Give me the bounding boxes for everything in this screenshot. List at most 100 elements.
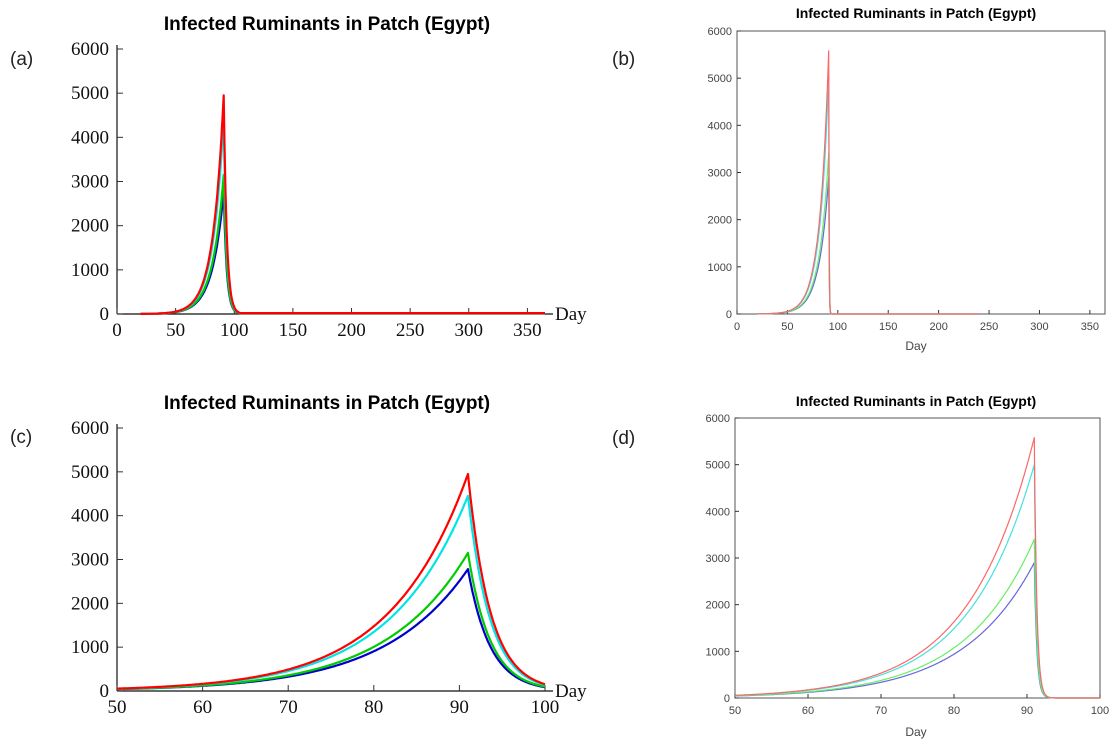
chart-a-series-line [139,116,546,315]
chart-c-series [116,472,546,691]
chart-a-xtick-label: 50 [166,320,185,341]
chart-b-ytick-label: 6000 [708,26,732,38]
chart-a-ytick-label: 5000 [71,83,109,104]
chart-b-ytick-label: 5000 [708,73,732,85]
chart-d-frame [734,417,1101,699]
chart-c-ytick-label: 2000 [71,593,109,614]
chart-a-xtick-label: 100 [220,320,249,341]
chart-b-xtick-label: 100 [829,321,847,333]
chart-c-axes [116,424,553,692]
chart-b-xtick-label: 150 [879,321,897,333]
chart-b-xlabel: Day [905,339,926,353]
chart-d-ytick-label: 2000 [706,600,730,612]
chart-c-series-line [116,472,546,690]
chart-a-panel-label: (a) [10,49,33,70]
chart-d-series-line [735,538,1100,699]
chart-a: Infected Ruminants in Patch (Egypt) (a) … [10,14,587,341]
chart-c-title: Infected Ruminants in Patch (Egypt) [164,393,490,414]
chart-b-ytick-label: 0 [726,309,732,321]
chart-a-xlabel: Day [555,304,587,325]
chart-a-ytick-label: 4000 [71,127,109,148]
chart-d-ytick-label: 4000 [706,506,730,518]
chart-a-xtick-label: 300 [455,320,484,341]
chart-d-xtick-label: 80 [948,705,960,717]
chart-a-xtick-label: 250 [396,320,425,341]
chart-c-xtick-label: 70 [279,697,298,718]
chart-a-ytick-label: 6000 [71,39,109,60]
chart-d-xtick-label: 100 [1091,705,1109,717]
chart-a-xtick-label: 350 [513,320,542,341]
chart-c-xtick-label: 100 [531,697,560,718]
chart-b-xtick-label: 350 [1081,321,1099,333]
chart-c-ytick-label: 3000 [71,550,109,571]
chart-a-ticks: 0 1000 2000 3000 4000 5000 6000 0 50 100 150 200 250… [71,39,542,341]
chart-d-xtick-label: 50 [729,705,741,717]
chart-b-series-line [757,50,980,315]
chart-c-ytick-label: 4000 [71,506,109,527]
chart-c-xtick-label: 60 [193,697,212,718]
chart-d-series-line [734,464,1100,699]
chart-c-series-line [116,494,546,690]
chart-a-xtick-label: 150 [279,320,308,341]
chart-d-xtick-label: 70 [875,705,887,717]
chart-b-xtick-label: 200 [929,321,947,333]
chart-d-ytick-label: 0 [724,693,730,705]
chart-b-frame [736,30,1106,315]
chart-b: Infected Ruminants in Patch (Egypt) (b) … [612,5,1106,353]
chart-a-xtick-label: 0 [112,320,122,341]
chart-a-ytick-label: 1000 [71,260,109,281]
chart-d-series [734,437,1100,699]
chart-c-ytick-label: 1000 [71,637,109,658]
chart-d-ytick-label: 5000 [706,460,730,472]
chart-b-axes [736,30,1106,315]
chart-b-ytick-label: 1000 [708,262,732,274]
chart-a-series-line [139,173,546,315]
chart-a-ytick-label: 3000 [71,172,109,193]
chart-b-panel-label: (b) [612,49,635,70]
chart-a-ytick-label: 0 [100,304,110,325]
chart-d-xtick-label: 90 [1021,705,1033,717]
chart-d-ticks: 0 1000 2000 3000 4000 5000 6000 50 60 70 80 90 100 [706,413,1110,717]
chart-d-axes [734,417,1101,699]
chart-c-series-line [116,567,546,691]
chart-c-xtick-label: 80 [364,697,383,718]
chart-c-ytick-label: 0 [100,681,110,702]
chart-b-ytick-label: 4000 [708,120,732,132]
chart-d-series-line [735,437,1100,699]
chart-c-panel-label: (c) [10,427,32,448]
chart-c-xlabel: Day [555,681,587,702]
chart-d-series-line [735,562,1100,699]
chart-b-series-line [757,153,980,315]
chart-d-xtick-label: 60 [802,705,814,717]
chart-d-xlabel: Day [905,725,926,739]
chart-d-title: Infected Ruminants in Patch (Egypt) [796,393,1036,409]
chart-b-series-line [757,176,980,315]
chart-b-ytick-label: 3000 [708,168,732,180]
chart-a-title: Infected Ruminants in Patch (Egypt) [164,14,490,35]
chart-d-panel-label: (d) [612,428,635,449]
chart-b-xtick-label: 0 [734,321,740,333]
chart-d-ytick-label: 3000 [706,553,730,565]
chart-a-series [139,94,546,315]
chart-b-ytick-label: 2000 [708,215,732,227]
chart-d-ytick-label: 6000 [706,413,730,425]
chart-b-xtick-label: 300 [1030,321,1048,333]
chart-b-xtick-label: 50 [781,321,793,333]
chart-b-ticks: 0 1000 2000 3000 4000 5000 6000 0 50 100 150 200 250… [708,26,1100,333]
chart-c-ticks: 0 1000 2000 3000 4000 5000 6000 50 60 70 80 90 100 [71,418,559,718]
chart-c: Infected Ruminants in Patch (Egypt) (c) … [10,393,587,718]
chart-b-xtick-label: 250 [980,321,998,333]
chart-a-series-line [139,94,546,315]
chart-b-series-line [757,77,980,315]
chart-b-title: Infected Ruminants in Patch (Egypt) [796,5,1036,21]
chart-c-xtick-label: 50 [108,697,127,718]
chart-a-axes [116,45,553,315]
chart-b-series [757,50,980,315]
chart-c-xtick-label: 90 [450,697,469,718]
chart-c-ytick-label: 5000 [71,462,109,483]
chart-a-ytick-label: 2000 [71,216,109,237]
chart-d: Infected Ruminants in Patch (Egypt) (d) … [612,393,1109,739]
chart-a-xtick-label: 200 [337,320,366,341]
chart-c-ytick-label: 6000 [71,418,109,439]
